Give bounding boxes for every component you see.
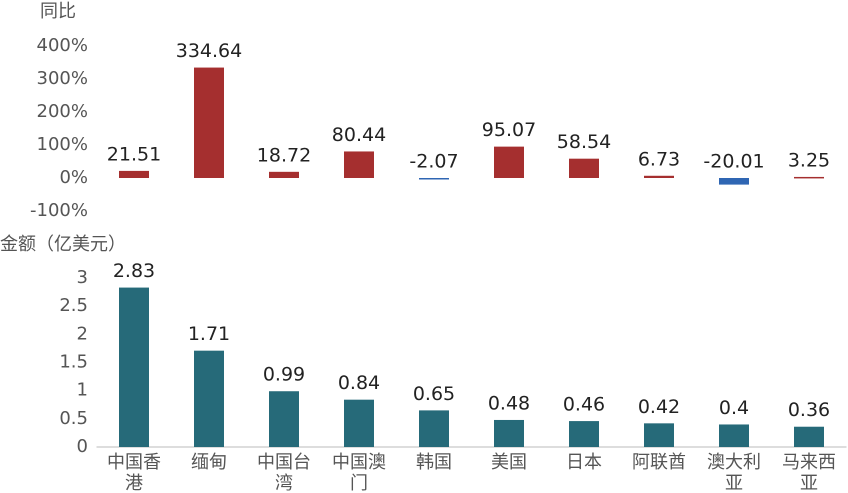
x-tick-label: 韩国 xyxy=(416,452,452,473)
value-label: 21.51 xyxy=(107,143,161,165)
x-tick-label: 阿联酋 xyxy=(632,452,686,473)
value-label: 6.73 xyxy=(638,148,680,170)
bar xyxy=(569,158,599,178)
bar xyxy=(569,421,599,447)
bar xyxy=(644,175,674,178)
value-label: 58.54 xyxy=(557,131,611,153)
x-tick-label: 澳大利亚 xyxy=(707,452,761,493)
bar xyxy=(119,170,149,178)
y-tick-label: 400% xyxy=(37,35,88,56)
bar xyxy=(419,410,449,447)
y-tick-label: 0.5 xyxy=(59,408,88,429)
value-label: 0.65 xyxy=(413,383,455,405)
bar xyxy=(644,423,674,447)
bar xyxy=(344,151,374,178)
bar xyxy=(419,178,449,180)
bar xyxy=(494,146,524,178)
value-label: 0.46 xyxy=(563,394,605,416)
x-tick-label: 缅甸 xyxy=(191,452,227,473)
value-label: 0.42 xyxy=(638,396,680,418)
bar xyxy=(344,399,374,447)
value-label: 2.83 xyxy=(113,260,155,282)
value-label: 0.48 xyxy=(488,392,530,414)
bar xyxy=(194,67,224,178)
y-tick-label: 1.5 xyxy=(59,352,88,373)
bar xyxy=(719,424,749,447)
bar xyxy=(494,419,524,447)
x-tick-label: 中国台湾 xyxy=(257,452,311,493)
bar xyxy=(119,287,149,447)
value-label: -2.07 xyxy=(409,151,458,173)
bar xyxy=(269,391,299,447)
bar xyxy=(719,178,749,185)
bar xyxy=(194,350,224,447)
value-label: 3.25 xyxy=(788,149,830,171)
value-label: 0.84 xyxy=(338,372,380,394)
y-tick-label: 1 xyxy=(77,380,88,401)
x-tick-label: 中国澳门 xyxy=(332,452,386,493)
value-label: 0.99 xyxy=(263,364,305,386)
value-label: 95.07 xyxy=(482,119,536,141)
value-label: 1.71 xyxy=(188,323,230,345)
y-tick-label: 200% xyxy=(37,101,88,122)
bar xyxy=(269,171,299,178)
bar xyxy=(794,176,824,179)
value-label: -20.01 xyxy=(703,151,764,173)
y-axis-label: 同比 xyxy=(40,1,76,22)
value-label: 80.44 xyxy=(332,124,386,146)
value-label: 18.72 xyxy=(257,144,311,166)
y-tick-label: 2.5 xyxy=(59,295,88,316)
x-tick-label: 美国 xyxy=(491,452,527,473)
value-label: 334.64 xyxy=(176,40,242,62)
value-label: 0.4 xyxy=(719,397,749,419)
y-tick-label: 0% xyxy=(59,167,88,188)
y-tick-label: 300% xyxy=(37,68,88,89)
y-tick-label: 100% xyxy=(37,134,88,155)
y-tick-label: 0 xyxy=(77,436,88,457)
y-tick-label: 2 xyxy=(77,323,88,344)
x-tick-label: 日本 xyxy=(566,452,602,473)
y-tick-label: 3 xyxy=(77,267,88,288)
bar xyxy=(794,426,824,447)
y-tick-label: -100% xyxy=(30,200,88,221)
x-tick-label: 中国香港 xyxy=(107,452,161,493)
value-label: 0.36 xyxy=(788,399,830,421)
y-axis-label: 金额（亿美元） xyxy=(0,234,126,255)
x-tick-label: 马来西亚 xyxy=(782,452,836,493)
